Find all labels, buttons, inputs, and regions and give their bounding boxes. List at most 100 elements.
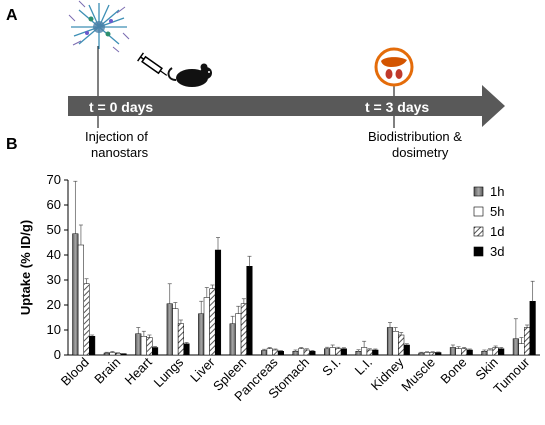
bar-1h-muscle xyxy=(418,352,425,356)
bar-1d-spleen xyxy=(240,303,247,356)
bar-1d-bone xyxy=(461,348,468,356)
y-tick-label: 50 xyxy=(47,222,61,237)
bar-1d-lungs xyxy=(177,323,184,356)
bar-1d-muscle xyxy=(429,352,436,356)
bar-1h-lungs xyxy=(166,303,173,356)
bar-3d-skin xyxy=(498,348,505,356)
y-tick-label: 20 xyxy=(47,297,61,312)
event-1-caption-line-2: dosimetry xyxy=(392,145,449,160)
legend-label-5h: 5h xyxy=(490,204,504,219)
y-axis-label: Uptake (% ID/g) xyxy=(18,220,33,315)
legend-swatch-1h xyxy=(473,186,484,197)
panel-b-letter: B xyxy=(6,136,18,153)
liver-kidney-icon xyxy=(374,47,414,87)
bar-5h-heart xyxy=(140,336,147,356)
bar-5h-tumour xyxy=(518,343,525,356)
timeline-arrow xyxy=(68,85,505,127)
bar-3d-li xyxy=(372,349,379,356)
event-1-label: t = 3 days xyxy=(365,99,429,115)
bar-3d-blood xyxy=(89,336,96,356)
panel-a: A xyxy=(6,0,505,160)
legend-swatch-5h xyxy=(473,206,484,217)
syringe-icon xyxy=(137,52,168,76)
bar-chart: 0 10 20 30 40 50 60 70 Uptake (% ID/g) Blood Brain… xyxy=(18,172,540,404)
legend-label-3d: 3d xyxy=(490,244,504,259)
bar-1d-pancreas xyxy=(272,349,279,356)
nanostar-icon xyxy=(68,0,130,53)
legend-label-1h: 1h xyxy=(490,184,504,199)
bar-5h-stomach xyxy=(298,348,305,356)
bar-1h-blood xyxy=(72,233,79,356)
x-tick-label: Blood xyxy=(58,355,92,389)
x-tick-label: Muscle xyxy=(398,355,438,395)
bar-1d-liver xyxy=(209,288,216,356)
bar-1h-heart xyxy=(135,333,142,356)
bar-1h-spleen xyxy=(229,323,236,356)
legend-label-1d: 1d xyxy=(490,224,504,239)
bar-1h-tumour xyxy=(512,338,519,356)
event-0-caption-line-2: nanostars xyxy=(91,145,149,160)
y-tick-label: 60 xyxy=(47,197,61,212)
bar-5h-blood xyxy=(77,244,84,356)
y-tick-label: 30 xyxy=(47,272,61,287)
panel-b: B 0 10 20 30 40 50 60 70 Uptake (% ID/g) Blood Bra… xyxy=(6,136,540,404)
y-tick-label: 0 xyxy=(54,347,61,362)
bar-5h-si xyxy=(329,347,336,356)
bar-3d-tumour xyxy=(529,301,536,356)
event-0-label: t = 0 days xyxy=(89,99,153,115)
x-tick-label: Heart xyxy=(122,354,155,387)
bar-5h-li xyxy=(361,347,368,356)
bar-1d-tumour xyxy=(524,327,531,356)
bar-5h-spleen xyxy=(235,313,242,356)
y-tick-label: 40 xyxy=(47,247,61,262)
bar-1h-li xyxy=(355,351,362,356)
bar-5h-liver xyxy=(203,297,210,356)
bar-1d-skin xyxy=(492,347,499,356)
legend-swatch-3d xyxy=(473,246,484,257)
bar-5h-pancreas xyxy=(266,348,273,356)
bar-3d-liver xyxy=(214,249,222,356)
y-tick-label: 70 xyxy=(47,172,61,187)
x-tick-label: Bone xyxy=(437,355,469,387)
bar-3d-heart xyxy=(152,347,159,356)
y-tick-label: 10 xyxy=(47,322,61,337)
bar-3d-stomach xyxy=(309,351,316,356)
x-tick-label: Brain xyxy=(91,355,123,387)
bar-1h-kidney xyxy=(386,327,394,356)
event-0-caption-line-1: Injection of xyxy=(85,129,148,144)
bar-1h-si xyxy=(324,348,331,356)
bar-1d-si xyxy=(335,348,342,356)
x-tick-label: S.I. xyxy=(319,355,343,379)
bar-3d-si xyxy=(340,348,347,356)
x-tick-label: L.I. xyxy=(352,355,375,378)
bar-5h-lungs xyxy=(172,308,179,356)
bar-3d-lungs xyxy=(183,343,190,356)
bar-5h-kidney xyxy=(392,331,399,356)
legend-swatch-1d xyxy=(473,226,484,237)
bar-1d-brain xyxy=(114,353,122,356)
bar-5h-bone xyxy=(455,348,462,356)
bar-3d-pancreas xyxy=(277,351,284,356)
event-1-caption-line-1: Biodistribution & xyxy=(368,129,462,144)
panel-a-letter: A xyxy=(6,7,18,24)
x-tick-label: Tumour xyxy=(490,354,532,396)
bar-3d-spleen xyxy=(246,266,253,356)
bar-1h-liver xyxy=(198,313,205,356)
bar-1h-brain xyxy=(103,352,110,356)
bar-3d-bone xyxy=(466,349,473,356)
bar-3d-brain xyxy=(120,353,127,356)
bar-1d-stomach xyxy=(303,349,310,356)
bar-3d-kidney xyxy=(403,344,410,356)
bar-1h-stomach xyxy=(292,351,299,356)
bar-1d-blood xyxy=(83,283,90,356)
bar-1d-kidney xyxy=(398,334,405,356)
x-tick-label: Lungs xyxy=(151,354,187,390)
bar-1d-li xyxy=(366,349,373,356)
mouse-icon xyxy=(167,63,212,87)
bar-1h-bone xyxy=(449,347,456,356)
bar-1d-heart xyxy=(146,337,153,356)
bar-3d-muscle xyxy=(435,352,442,356)
bar-1h-pancreas xyxy=(261,350,268,356)
bar-1h-skin xyxy=(481,351,488,356)
